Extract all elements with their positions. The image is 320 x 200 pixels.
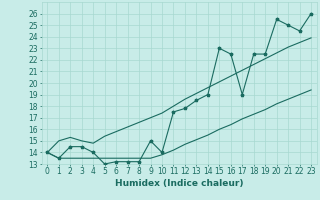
X-axis label: Humidex (Indice chaleur): Humidex (Indice chaleur): [115, 179, 244, 188]
